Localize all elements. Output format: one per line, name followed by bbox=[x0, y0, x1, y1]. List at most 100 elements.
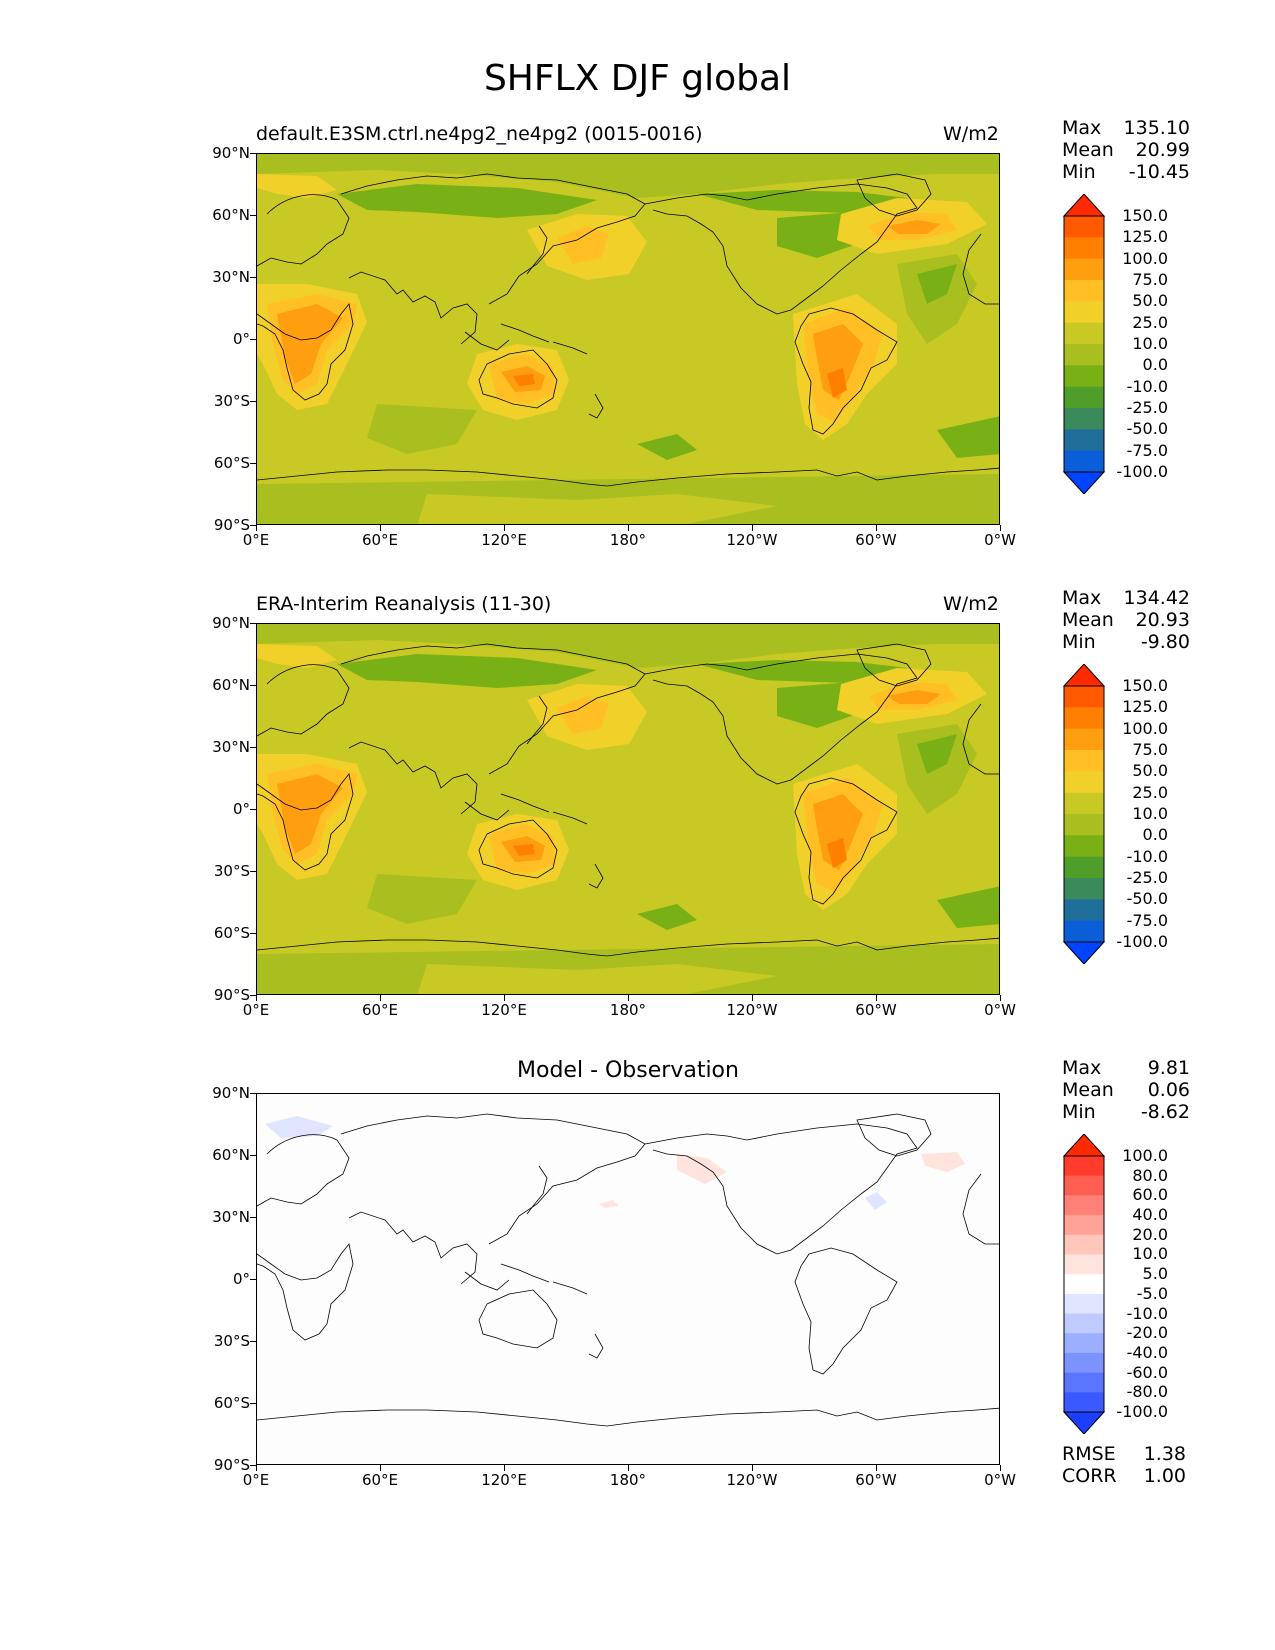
panel3-colorbar bbox=[1062, 1134, 1106, 1434]
panel2-units: W/m2 bbox=[943, 593, 999, 615]
panel3-field bbox=[257, 1094, 999, 1464]
panel1-lat-tickmark bbox=[250, 339, 256, 340]
panel1-lon-tick: 120°W bbox=[726, 531, 778, 549]
colorbar-level-label: -60.0 bbox=[1126, 1362, 1168, 1382]
colorbar-level-label: -100.0 bbox=[1116, 932, 1168, 951]
panel3-lon-tickmark bbox=[380, 1465, 381, 1471]
colorbar-swatch bbox=[1064, 408, 1104, 430]
colorbar-swatch bbox=[1064, 258, 1104, 281]
panel3-lon-tick: 120°E bbox=[481, 1471, 527, 1489]
colorbar-extend-bottom bbox=[1062, 471, 1106, 494]
panel1-lon-tickmark bbox=[380, 525, 381, 531]
panel3-lat-tickmark bbox=[250, 1093, 256, 1094]
colorbar-swatch bbox=[1064, 322, 1104, 345]
panel2-colorbar bbox=[1062, 664, 1106, 964]
colorbar-extend-top bbox=[1062, 194, 1106, 217]
panel2-lon-tickmark bbox=[876, 995, 877, 1001]
panel3-lon-tick: 0°E bbox=[242, 1471, 270, 1489]
panel1-lat-tickmark bbox=[250, 215, 256, 216]
panel2-lat-tickmark bbox=[250, 623, 256, 624]
panel1-lat-tickmark bbox=[250, 153, 256, 154]
colorbar-swatch bbox=[1064, 237, 1104, 260]
colorbar-level-label: -10.0 bbox=[1126, 1303, 1168, 1323]
colorbar-swatch bbox=[1064, 280, 1104, 302]
panel2-lon-tick: 180° bbox=[609, 1001, 647, 1019]
panel3-lon-tick: 60°W bbox=[855, 1471, 897, 1489]
colorbar-level-label: 20.0 bbox=[1132, 1224, 1168, 1244]
colorbar-level-label: -20.0 bbox=[1126, 1323, 1168, 1343]
panel1-lon-tick: 60°W bbox=[855, 531, 897, 549]
panel2-lat-tickmark bbox=[250, 933, 256, 934]
panel2-lat-tickmark bbox=[250, 747, 256, 748]
colorbar-swatch bbox=[1064, 856, 1104, 879]
panel2-lon-tickmark bbox=[752, 995, 753, 1001]
panel1-subtitle: default.E3SM.ctrl.ne4pg2_ne4pg2 (0015-00… bbox=[256, 123, 703, 145]
colorbar-swatch bbox=[1064, 301, 1104, 324]
panel1-lon-tick: 60°E bbox=[361, 531, 399, 549]
colorbar-extend-top bbox=[1062, 664, 1106, 687]
panel3-map bbox=[256, 1093, 1000, 1465]
panel2-map bbox=[256, 623, 1000, 995]
colorbar-level-label: 40.0 bbox=[1132, 1205, 1168, 1225]
panel3-lon-tickmark bbox=[628, 1465, 629, 1471]
colorbar-swatch bbox=[1064, 1234, 1104, 1255]
panel2-lon-tick: 60°E bbox=[361, 1001, 399, 1019]
colorbar-swatch bbox=[1064, 728, 1104, 751]
panel2-lon-tickmark bbox=[504, 995, 505, 1001]
panel2-field bbox=[257, 624, 1000, 995]
panel1-stats: Max 135.10 Mean 20.99 Min -10.45 bbox=[1062, 117, 1190, 183]
panel3-lon-tick: 60°E bbox=[361, 1471, 399, 1489]
panel3-lon-tickmark bbox=[1000, 1465, 1001, 1471]
panel2-lon-tickmark bbox=[628, 995, 629, 1001]
colorbar-level-label: 50.0 bbox=[1132, 761, 1168, 781]
colorbar-extend-bottom bbox=[1062, 1411, 1106, 1434]
colorbar-swatch bbox=[1064, 771, 1104, 794]
panel3-lon-tick: 120°W bbox=[726, 1471, 778, 1489]
panel1-lat-tickmark bbox=[250, 277, 256, 278]
panel2-lon-tick: 0°W bbox=[984, 1001, 1016, 1019]
colorbar-level-label: 75.0 bbox=[1132, 270, 1168, 289]
colorbar-level-label: 10.0 bbox=[1132, 334, 1168, 353]
colorbar-level-label: -40.0 bbox=[1126, 1342, 1168, 1362]
colorbar-level-label: -75.0 bbox=[1126, 910, 1168, 930]
panel3-lat-tick: 60°N bbox=[212, 1146, 250, 1164]
panel1-map bbox=[256, 153, 1000, 525]
panel1-lon-tickmark bbox=[256, 525, 257, 531]
colorbar-level-label: 0.0 bbox=[1142, 825, 1168, 845]
panel3-lon-tick: 0°W bbox=[984, 1471, 1016, 1489]
panel2-lat-tick: 90°N bbox=[212, 614, 250, 632]
diff-patch-blue-north bbox=[265, 1116, 333, 1138]
colorbar-swatch bbox=[1064, 344, 1104, 366]
colorbar-level-label: 25.0 bbox=[1132, 312, 1168, 332]
panel1-lon-tickmark bbox=[628, 525, 629, 531]
panel1-lon-tick: 0°W bbox=[984, 531, 1016, 549]
panel2-lat-tick: 0° bbox=[232, 800, 250, 818]
panel1-lat-tickmark bbox=[250, 525, 256, 526]
colorbar-swatch bbox=[1064, 750, 1104, 772]
panel3-subtitle: Model - Observation bbox=[517, 1058, 739, 1083]
panel3-lat-tick: 30°N bbox=[212, 1208, 250, 1226]
diff-patch-red-atlantic bbox=[921, 1152, 965, 1172]
panel3-lon-tickmark bbox=[256, 1465, 257, 1471]
colorbar-swatch bbox=[1064, 1254, 1104, 1275]
colorbar-swatch bbox=[1064, 835, 1104, 858]
colorbar-level-label: 100.0 bbox=[1122, 718, 1168, 738]
colorbar-swatch bbox=[1064, 1215, 1104, 1236]
colorbar-swatch bbox=[1064, 899, 1104, 922]
colorbar-swatch bbox=[1064, 878, 1104, 900]
panel1-lat-tick: 60°N bbox=[212, 206, 250, 224]
panel2-lon-tick: 120°E bbox=[481, 1001, 527, 1019]
panel3-lat-tickmark bbox=[250, 1403, 256, 1404]
colorbar-frame bbox=[1063, 215, 1105, 473]
panel1-colorbar bbox=[1062, 194, 1106, 494]
panel3-lon-tick: 180° bbox=[609, 1471, 647, 1489]
panel3-lat-tick: 30°S bbox=[213, 1332, 250, 1350]
colorbar-swatch bbox=[1064, 1175, 1104, 1196]
colorbar-level-label: 125.0 bbox=[1122, 697, 1168, 717]
colorbar-level-label: 100.0 bbox=[1122, 1146, 1168, 1165]
colorbar-level-label: 5.0 bbox=[1142, 1264, 1168, 1284]
panel1-lat-tick: 30°N bbox=[212, 268, 250, 286]
panel2-lon-tick: 0°E bbox=[242, 1001, 270, 1019]
panel1-field bbox=[257, 154, 1000, 525]
panel1-lat-tick: 90°N bbox=[212, 144, 250, 162]
